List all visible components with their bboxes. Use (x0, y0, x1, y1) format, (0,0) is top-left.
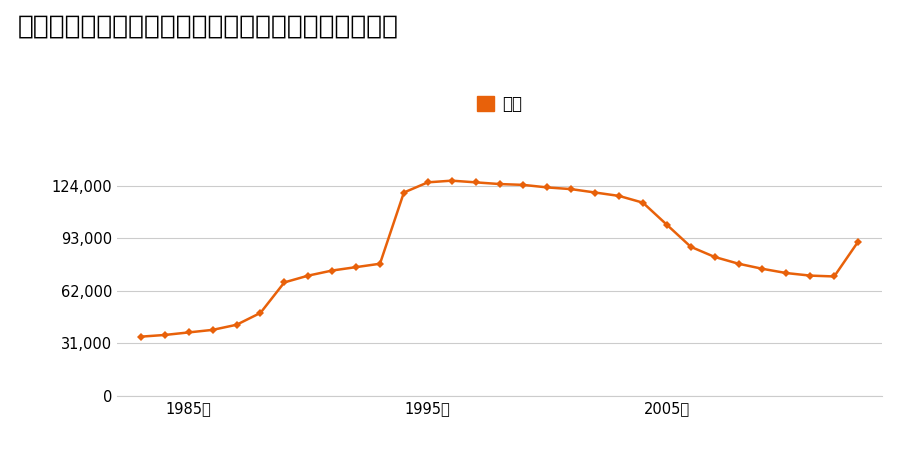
Text: 沖縄県宜野湾市字大謝名港田原６２８番外の地価推移: 沖縄県宜野湾市字大謝名港田原６２８番外の地価推移 (18, 14, 399, 40)
Legend: 価格: 価格 (471, 89, 528, 120)
